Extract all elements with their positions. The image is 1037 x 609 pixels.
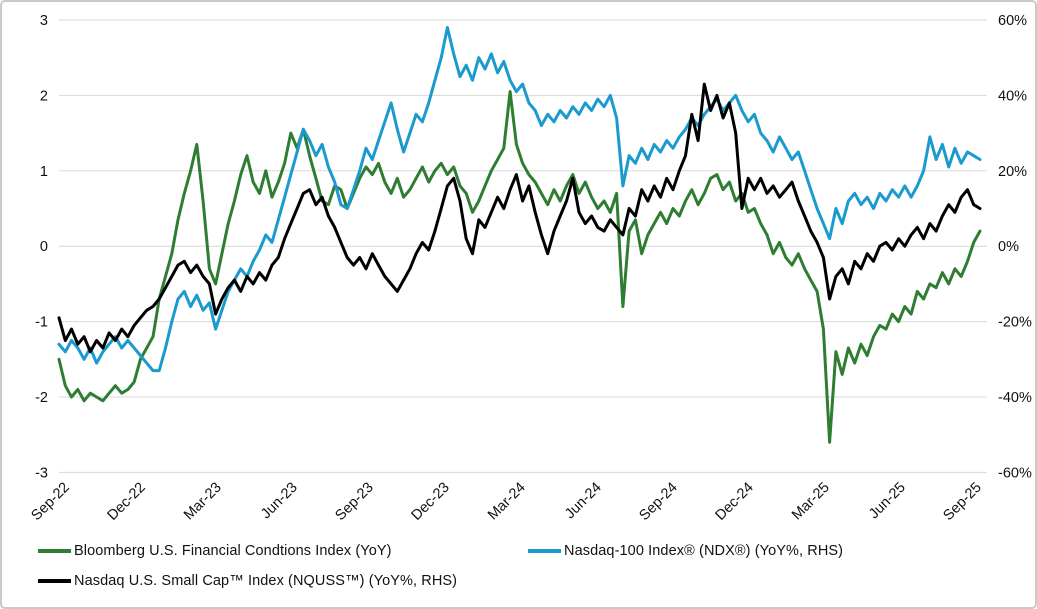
left-axis-tick-label: -1: [35, 315, 48, 331]
x-axis-tick-label: Jun-25: [866, 480, 909, 523]
x-axis-tick-label: Dec-24: [712, 480, 756, 524]
right-axis-tick-label: 40%: [998, 88, 1027, 104]
legend-item-nasdaq-small-cap: Nasdaq U.S. Small Cap™ Index (NQUSS™) (Y…: [38, 573, 457, 589]
right-axis-tick-label: -20%: [998, 315, 1032, 331]
x-axis-tick-label: Sep-23: [332, 480, 376, 524]
right-axis-tick-label: 0%: [998, 239, 1019, 255]
x-axis-tick-label: Sep-22: [28, 480, 72, 524]
x-axis-tick-label: Dec-23: [408, 480, 452, 524]
left-axis-tick-label: 0: [40, 239, 48, 255]
series-line-bloomberg-fci: [57, 90, 982, 444]
left-axis-tick-label: 1: [40, 164, 48, 180]
legend-label-nasdaq-small-cap: Nasdaq U.S. Small Cap™ Index (NQUSS™) (Y…: [74, 573, 458, 589]
left-axis-tick-label: 2: [40, 88, 48, 104]
legend: Bloomberg U.S. Financial Condtions Index…: [38, 536, 1018, 596]
right-axis-tick-label: -60%: [998, 465, 1032, 481]
series-line-nasdaq-small-cap: [57, 82, 982, 354]
legend-row-2: Nasdaq U.S. Small Cap™ Index (NQUSS™) (Y…: [38, 566, 1018, 596]
x-axis-tick-label: Sep-24: [636, 480, 680, 524]
x-axis-tick-label: Mar-24: [485, 480, 529, 524]
legend-swatch-green-line: [38, 549, 71, 553]
legend-swatch-black-line: [38, 579, 71, 583]
x-axis-tick-label: Sep-25: [940, 480, 984, 524]
legend-item-bloomberg-fci: Bloomberg U.S. Financial Condtions Index…: [38, 543, 528, 559]
legend-row-1: Bloomberg U.S. Financial Condtions Index…: [38, 536, 1018, 566]
legend-swatch-blue-line: [528, 549, 561, 553]
x-axis-tick-label: Jun-24: [562, 480, 605, 523]
left-axis-tick-label: 3: [40, 13, 48, 29]
x-axis-tick-label: Mar-23: [181, 480, 225, 524]
legend-item-nasdaq-100: Nasdaq-100 Index® (NDX®) (YoY%, RHS): [528, 543, 843, 559]
x-axis-tick-label: Dec-22: [104, 480, 148, 524]
x-axis-tick-label: Mar-25: [789, 480, 833, 524]
right-axis-tick-label: 60%: [998, 13, 1027, 29]
legend-label-bloomberg-fci: Bloomberg U.S. Financial Condtions Index…: [74, 543, 392, 559]
right-axis-tick-label: -40%: [998, 390, 1032, 406]
left-axis-tick-label: -3: [35, 465, 48, 481]
right-axis-tick-label: 20%: [998, 164, 1027, 180]
series-line-nasdaq-100: [57, 26, 982, 373]
x-axis-tick-label: Jun-23: [258, 480, 301, 523]
left-axis-tick-label: -2: [35, 390, 48, 406]
legend-label-nasdaq-100: Nasdaq-100 Index® (NDX®) (YoY%, RHS): [564, 543, 844, 559]
